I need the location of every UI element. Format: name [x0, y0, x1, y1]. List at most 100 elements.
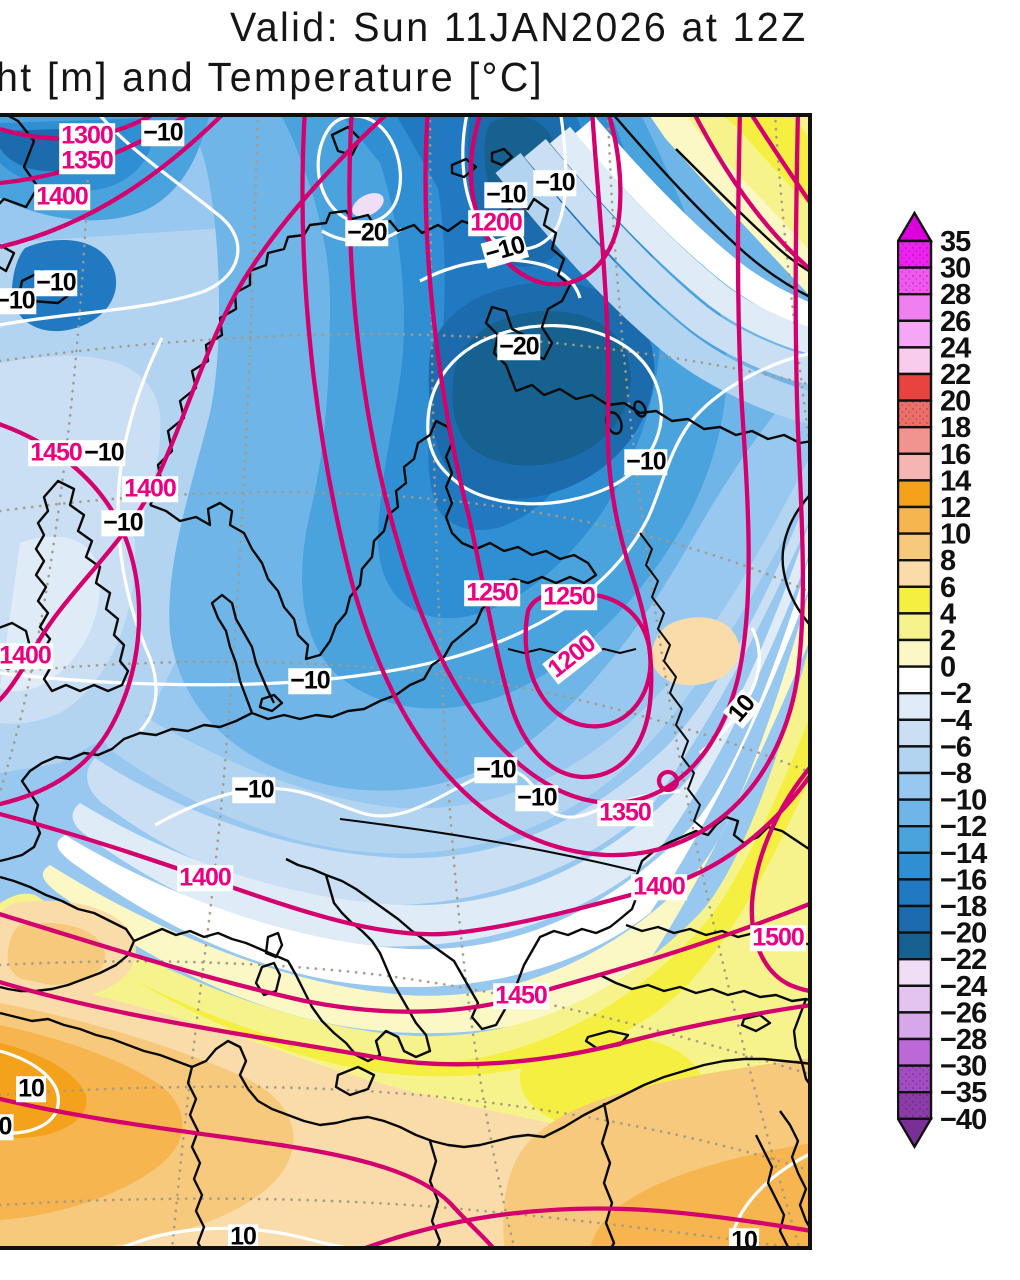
colorbar-cell	[896, 851, 933, 881]
colorbar-cell	[896, 958, 933, 988]
colorbar-cell	[896, 878, 933, 908]
height-contour-label: 1400	[631, 872, 687, 901]
colorbar-cell	[896, 559, 933, 589]
colorbar-tick-label: 22	[940, 359, 970, 391]
colorbar-cell	[896, 532, 933, 562]
colorbar-tick-label: −10	[940, 785, 986, 817]
colorbar-cell	[896, 718, 933, 748]
colorbar-cell	[896, 505, 933, 535]
colorbar-tick-label: −26	[940, 997, 987, 1029]
colorbar-tick-label: −28	[940, 1024, 987, 1056]
temperature-contour-label: −20	[497, 332, 541, 361]
colorbar-cell	[896, 984, 933, 1014]
temperature-contour-label: −10	[480, 230, 530, 269]
colorbar-cell	[896, 612, 933, 642]
colorbar-arrow-top	[895, 210, 934, 243]
height-contour-label: 1300	[59, 121, 115, 150]
colorbar-tick-label: −18	[940, 891, 987, 923]
colorbar-tick-label: −24	[940, 971, 987, 1003]
colorbar-arrow-bottom	[895, 1117, 934, 1150]
colorbar-cell	[896, 1037, 933, 1067]
colorbar-cell	[896, 825, 933, 855]
colorbar-tick-label: 0	[940, 652, 955, 684]
temperature-contour-label: −10	[515, 783, 559, 812]
colorbar-tick-label: 26	[940, 306, 971, 338]
temperature-contour-label: 10	[722, 689, 762, 729]
map-canvas	[0, 113, 812, 1250]
temperature-field	[0, 113, 812, 1250]
colorbar-cell	[896, 745, 933, 775]
height-contour-label: 1250	[464, 578, 520, 607]
colorbar-tick-label: 12	[940, 492, 970, 524]
height-contour-label: 1400	[0, 643, 53, 669]
temperature-contour-label: 10	[16, 1074, 46, 1103]
temperature-contour-label: −10	[101, 508, 145, 537]
height-contour-label: 1200	[468, 208, 524, 237]
colorbar-cell	[896, 452, 933, 482]
colorbar-tick-label: −35	[940, 1077, 987, 1109]
colorbar-tick-label: 35	[940, 226, 971, 258]
colorbar-tick-label: −22	[940, 944, 986, 976]
colorbar-tick-label: 28	[940, 279, 971, 311]
height-contour-label: 1400	[34, 182, 90, 211]
colorbar-cell	[896, 1011, 933, 1041]
colorbar-tick-label: 18	[940, 412, 971, 444]
colorbar-graphics: 35302826242220181614121086420−2−4−6−8−10…	[895, 210, 988, 1150]
height-contour-label: 1450	[493, 981, 549, 1010]
colorbar-cell	[896, 346, 933, 376]
height-contour-label: 1400	[177, 863, 233, 892]
temperature-contour-label: −10	[232, 775, 276, 804]
temperature-contour-label: −10	[533, 168, 577, 197]
colorbar-tick-label: 24	[940, 332, 971, 364]
colorbar-tick-label: −4	[940, 705, 972, 737]
colorbar-cell	[896, 665, 933, 695]
colorbar-cell	[896, 425, 933, 455]
page-title: Valid: Sun 11JAN2026 at 12Z	[230, 4, 808, 50]
height-contour-label: 1500	[750, 923, 806, 952]
height-contour-label: 1450	[28, 438, 84, 467]
temperature-contour-label: −10	[0, 288, 37, 314]
colorbar-cell	[896, 692, 933, 722]
colorbar-cell	[896, 372, 933, 402]
graticule-lines	[0, 113, 812, 1250]
colorbar-tick-label: −16	[940, 864, 987, 896]
field-subtitle: ht [m] and Temperature [°C]	[0, 54, 544, 100]
colorbar-cell	[896, 931, 933, 961]
temperature-contour-label: −10	[474, 755, 518, 784]
height-contour-label: 1250	[541, 582, 597, 611]
colorbar-cell	[896, 585, 933, 615]
colorbar-tick-label: 2	[940, 625, 955, 657]
temperature-contour-label: 10	[228, 1222, 258, 1250]
map-contour-labels: 1300 1350 1400 1200 1450 1400 1400 1250 1250 1200…	[0, 113, 812, 1250]
colorbar-tick-label: 4	[940, 598, 956, 630]
temperature-contour-label: −10	[288, 666, 332, 695]
temperature-contour-label: −10	[484, 180, 528, 209]
colorbar-cell	[896, 319, 933, 349]
colorbar-tick-label: 16	[940, 439, 971, 471]
colorbar-cell	[896, 771, 933, 801]
temperature-colorbar: 35 30 28 26 24 22 20 18 16 14 12 10 8 6 4 2 0 −2 −4 −6 −8 −10…	[895, 210, 1019, 1159]
map-graphics	[0, 113, 812, 1250]
colorbar-tick-label: −6	[940, 731, 972, 763]
height-contour-label: 1200	[542, 629, 602, 685]
temperature-contour-label: −10	[82, 438, 126, 467]
colorbar-tick-label: 30	[940, 253, 970, 285]
height-contour-label: 1400	[122, 474, 178, 503]
colorbar-tick-label: −40	[940, 1104, 986, 1136]
temperature-contour-label: −20	[345, 218, 389, 247]
temperature-contour-label: −10	[624, 447, 668, 476]
colorbar-tick-label: 8	[940, 545, 956, 577]
colorbar-tick-label: −30	[940, 1051, 986, 1083]
colorbar-cell	[896, 292, 933, 322]
temperature-contour-label: 0	[0, 1114, 14, 1140]
height-contour-label: 1350	[597, 798, 653, 827]
colorbar-tick-label: −8	[940, 758, 972, 790]
temperature-contour-label: −10	[141, 118, 185, 147]
height-contour-label: 1350	[59, 146, 115, 175]
colorbar-tick-label: −20	[940, 918, 986, 950]
colorbar-tick-label: 6	[940, 572, 956, 604]
colorbar-tick-label: −12	[940, 811, 986, 843]
colorbar-cell	[896, 798, 933, 828]
colorbar-cell	[896, 904, 933, 934]
